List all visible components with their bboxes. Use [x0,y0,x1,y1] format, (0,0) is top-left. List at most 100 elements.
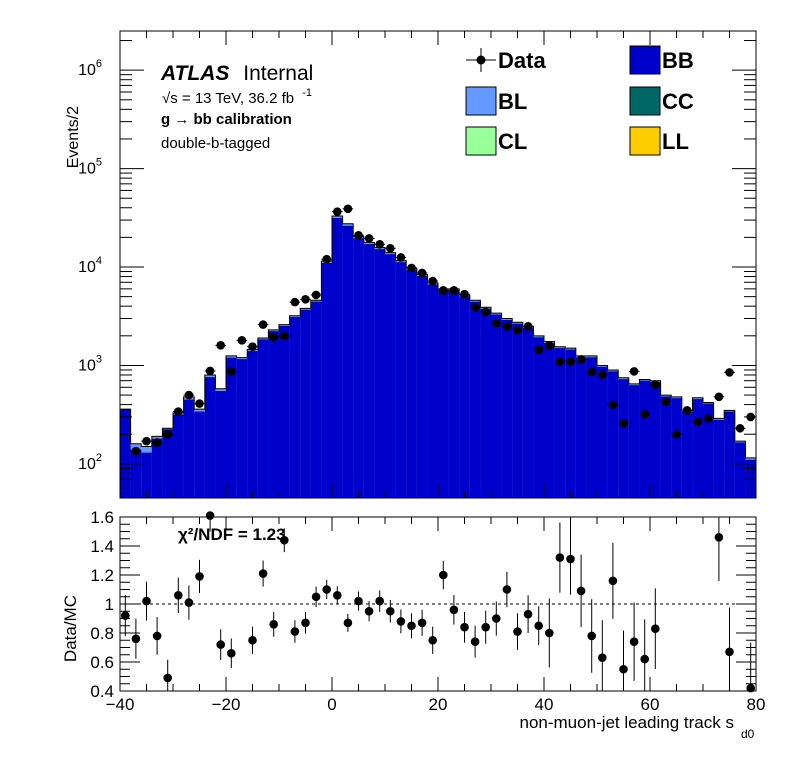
x-tick-label: −20 [212,695,241,714]
ratio-point [174,591,183,600]
data-point [714,392,724,402]
ratio-point [131,634,141,644]
ratio-point [523,609,533,619]
ratio-point [725,647,734,657]
data-point [131,446,141,456]
y-tick-exponent: 5 [96,157,102,169]
ratio-y-tick-label: 1 [105,595,114,614]
data-point [311,290,321,300]
data-point [502,321,512,331]
data-point [280,331,289,341]
data-point [566,357,575,366]
data-point [205,366,215,376]
legend-label: BB [662,48,694,73]
y-tick-exponent: 6 [96,58,102,70]
mc-bb-bar [724,411,736,498]
ratio-point [428,635,438,645]
ratio-point [280,535,289,545]
mc-bb-bar [544,343,555,498]
legend-label: Data [498,48,546,73]
data-point [619,418,628,428]
data-point [396,253,406,262]
data-point [163,429,172,439]
mc-bb-bar [618,379,630,498]
mc-bb-bar [151,438,163,498]
ratio-point [629,637,639,646]
ratio-data-points [121,511,755,693]
mc-bb-bar [162,429,174,498]
mc-bb-bar [639,380,651,498]
data-point [735,423,745,433]
mc-bb-bar [310,301,322,498]
mc-bb-bar [363,244,375,498]
mc-bb-bar [575,357,587,498]
mc-bb-bar [554,348,566,498]
mc-bb-bar [491,314,502,498]
mc-bb-bar [565,349,577,498]
legend-label: LL [662,129,689,154]
legend-marker [476,55,486,65]
energy-label: √s = 13 TeV, 36.2 fb [162,90,294,107]
mc-bb-bar [480,308,492,498]
y-tick-base: 10 [78,62,96,79]
y-tick-exponent: 4 [96,255,102,267]
ratio-point [396,617,406,626]
x-tick-label: −40 [106,695,135,714]
data-point [661,397,671,406]
ratio-point [227,649,236,658]
data-point [428,276,438,286]
data-point [534,345,543,354]
data-point [174,407,183,416]
ratio-point [311,592,321,602]
mc-bb-bar [204,377,216,498]
mc-bb-bar [130,449,142,498]
data-point [237,336,247,345]
data-point [460,289,469,299]
legend-swatch [629,45,661,75]
ratio-y-tick-label: 1.2 [90,566,114,585]
data-point [598,370,607,379]
ratio-point [407,621,416,631]
mc-bb-bar [607,371,619,498]
mc-bb-bar [385,254,396,498]
x-tick-label: 60 [641,695,660,714]
data-point [354,231,363,240]
data-point [608,400,618,409]
top-y-axis-label: Events/2 [65,106,82,168]
data-point [290,297,300,307]
channel-label: g → bb calibration [161,111,292,128]
ratio-point [566,554,575,564]
mc-bb-bar [438,290,449,498]
mc-bb-bar [247,351,259,498]
x-tick-label: 20 [429,695,448,714]
ratio-y-tick-label: 0.4 [90,682,114,701]
data-point [545,341,554,350]
atlas-label: ATLAS [160,62,229,85]
mc-bb-bar [459,296,471,498]
data-point [693,417,702,426]
mc-bb-bar [713,419,725,498]
ratio-point [269,620,279,629]
ratio-axis-ticks: 0.4 0.6 0.8 1 1.2 1.4 1.6 −40 −20 0 20 40 60 80 [90,508,765,714]
ratio-y-tick-label: 0.6 [90,653,114,672]
mc-bb-bar [628,385,640,498]
data-point [195,399,204,408]
mc-bb-bar [236,359,248,498]
mc-bb-bar [681,411,693,498]
mc-bb-bar [660,396,672,498]
mc-bb-bar [734,442,746,498]
ratio-point [555,553,565,562]
legend-label: CC [662,89,694,114]
mc-bb-bar [353,238,365,499]
data-point [386,243,395,253]
ratio-point [587,631,596,641]
legend-swatch [465,86,497,116]
x-tick-label: 0 [327,695,336,714]
y-tick-base: 10 [78,161,96,178]
mc-bb-bar [416,276,428,498]
mc-bb-bar [173,414,184,498]
mc-bb-bar [268,331,280,498]
data-point [142,436,151,446]
y-tick-label: 106 [78,58,102,79]
